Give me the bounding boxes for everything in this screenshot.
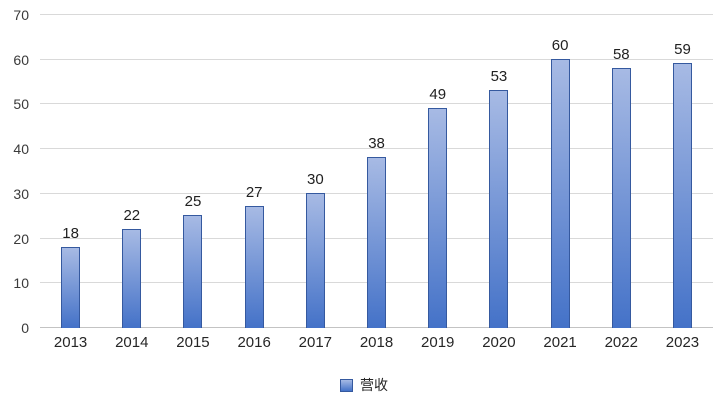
bar-2015 [183, 215, 203, 328]
data-label: 60 [551, 37, 569, 54]
x-tick-label: 2021 [543, 334, 577, 351]
x-tick-label: 2018 [359, 334, 394, 351]
gridline [40, 103, 713, 104]
data-label: 58 [612, 46, 630, 63]
x-tick-label: 2023 [665, 334, 700, 351]
bar-column: 58 [591, 15, 652, 328]
bar-column: 25 [162, 15, 223, 328]
bar-2013 [61, 247, 81, 328]
bar-2022 [611, 68, 631, 328]
legend-label: 营收 [360, 377, 388, 393]
bar-column: 18 [40, 15, 101, 328]
gridline [40, 148, 713, 149]
x-tick-label: 2020 [482, 334, 516, 351]
y-tick-label: 30 [13, 186, 29, 202]
bar-2017 [305, 193, 325, 328]
data-label: 38 [368, 135, 385, 152]
plot-area: 18 22 25 27 30 38 49 53 60 58 59 [40, 14, 713, 328]
x-axis: 2013 2014 2015 2016 2017 2018 2019 2020 2021 2022… [40, 334, 713, 352]
y-tick-label: 70 [13, 7, 29, 23]
data-label: 22 [123, 207, 141, 224]
x-tick-label: 2022 [604, 334, 638, 351]
bar-2021 [550, 59, 570, 328]
bar-column: 60 [530, 15, 591, 328]
bar-2014 [122, 229, 142, 328]
y-axis: 0 10 20 30 40 50 60 70 [0, 7, 30, 336]
bar-column: 49 [407, 15, 468, 328]
bar-series: 18 22 25 27 30 38 49 53 60 58 59 [40, 15, 713, 328]
bar-2016 [244, 206, 264, 328]
bar-2019 [428, 108, 448, 328]
bar-2018 [367, 157, 387, 328]
y-tick-label: 20 [13, 231, 29, 247]
y-tick-label: 0 [21, 320, 29, 336]
x-tick-label: 2019 [421, 334, 455, 351]
data-label: 59 [674, 41, 691, 58]
y-tick-label: 40 [13, 141, 29, 157]
legend-swatch-icon [340, 378, 353, 392]
x-tick-label: 2015 [176, 334, 210, 351]
data-label: 53 [490, 68, 508, 85]
data-label: 30 [307, 171, 324, 188]
bar-column: 59 [652, 15, 713, 328]
y-tick-label: 10 [13, 275, 29, 291]
x-tick-label: 2014 [115, 334, 149, 351]
legend: 营收 [0, 377, 728, 393]
data-label: 49 [429, 86, 447, 103]
gridline [40, 59, 713, 60]
bar-2023 [672, 63, 692, 328]
y-tick-label: 60 [13, 52, 29, 68]
bar-column: 22 [101, 15, 162, 328]
data-label: 18 [62, 225, 79, 242]
bar-column: 30 [285, 15, 346, 328]
bar-2020 [489, 90, 509, 328]
data-label: 27 [245, 184, 263, 201]
x-tick-label: 2013 [53, 334, 88, 351]
y-tick-label: 50 [13, 96, 29, 112]
bar-column: 53 [468, 15, 529, 328]
gridline [40, 14, 713, 15]
x-tick-label: 2016 [237, 334, 271, 351]
bar-column: 38 [346, 15, 407, 328]
data-label: 25 [184, 193, 202, 210]
x-tick-label: 2017 [298, 334, 333, 351]
bar-column: 27 [224, 15, 285, 328]
